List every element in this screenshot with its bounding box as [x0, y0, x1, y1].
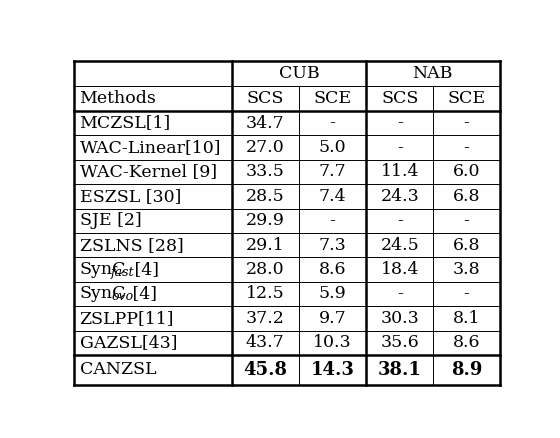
Text: 18.4: 18.4 — [380, 261, 419, 278]
Text: SCE: SCE — [447, 90, 486, 107]
Text: 10.3: 10.3 — [313, 334, 352, 351]
Text: 5.9: 5.9 — [319, 286, 347, 303]
Text: 12.5: 12.5 — [246, 286, 284, 303]
Text: 28.5: 28.5 — [246, 188, 284, 205]
Text: WAC-Kernel [9]: WAC-Kernel [9] — [80, 163, 217, 180]
Text: SJE [2]: SJE [2] — [80, 212, 141, 229]
Text: 24.5: 24.5 — [380, 237, 419, 254]
Text: 28.0: 28.0 — [246, 261, 284, 278]
Text: 9.7: 9.7 — [319, 310, 347, 327]
Text: 7.3: 7.3 — [319, 237, 347, 254]
Text: 7.4: 7.4 — [319, 188, 346, 205]
Text: 29.9: 29.9 — [246, 212, 284, 229]
Text: -: - — [397, 286, 403, 303]
Text: [4]: [4] — [127, 286, 157, 303]
Text: SCS: SCS — [381, 90, 418, 107]
Text: -: - — [397, 115, 403, 131]
Text: 45.8: 45.8 — [243, 361, 287, 379]
Text: SCE: SCE — [314, 90, 352, 107]
Text: 35.6: 35.6 — [380, 334, 419, 351]
Text: 14.3: 14.3 — [311, 361, 354, 379]
Text: 8.6: 8.6 — [452, 334, 480, 351]
Text: -: - — [464, 139, 469, 156]
Text: Methods: Methods — [80, 90, 156, 107]
Text: -: - — [464, 286, 469, 303]
Text: NAB: NAB — [413, 65, 453, 82]
Text: 6.8: 6.8 — [452, 188, 480, 205]
Text: ZSLPP[11]: ZSLPP[11] — [80, 310, 174, 327]
Text: -: - — [464, 212, 469, 229]
Text: MCZSL[1]: MCZSL[1] — [80, 115, 171, 131]
Text: 6.0: 6.0 — [452, 163, 480, 180]
Text: 3.8: 3.8 — [452, 261, 480, 278]
Text: fast: fast — [111, 266, 135, 279]
Text: 8.1: 8.1 — [452, 310, 480, 327]
Text: 33.5: 33.5 — [246, 163, 284, 180]
Text: 34.7: 34.7 — [246, 115, 284, 131]
Text: WAC-Linear[10]: WAC-Linear[10] — [80, 139, 221, 156]
Text: ovo: ovo — [111, 290, 133, 304]
Text: -: - — [330, 115, 335, 131]
Text: 6.8: 6.8 — [452, 237, 480, 254]
Text: -: - — [464, 115, 469, 131]
Text: 27.0: 27.0 — [246, 139, 284, 156]
Text: SynC: SynC — [80, 286, 126, 303]
Text: SynC: SynC — [80, 261, 126, 278]
Text: 37.2: 37.2 — [246, 310, 284, 327]
Text: [4]: [4] — [129, 261, 160, 278]
Text: 8.9: 8.9 — [451, 361, 482, 379]
Text: -: - — [397, 139, 403, 156]
Text: ESZSL [30]: ESZSL [30] — [80, 188, 181, 205]
Text: SCS: SCS — [246, 90, 284, 107]
Text: 43.7: 43.7 — [246, 334, 284, 351]
Text: -: - — [397, 212, 403, 229]
Text: CUB: CUB — [278, 65, 319, 82]
Text: 7.7: 7.7 — [319, 163, 347, 180]
Text: 38.1: 38.1 — [378, 361, 422, 379]
Text: 8.6: 8.6 — [319, 261, 346, 278]
Text: ZSLNS [28]: ZSLNS [28] — [80, 237, 183, 254]
Text: 5.0: 5.0 — [319, 139, 346, 156]
Text: GAZSL[43]: GAZSL[43] — [80, 334, 177, 351]
Text: 29.1: 29.1 — [246, 237, 284, 254]
Text: 30.3: 30.3 — [380, 310, 419, 327]
Text: 11.4: 11.4 — [380, 163, 419, 180]
Text: -: - — [330, 212, 335, 229]
Text: CANZSL: CANZSL — [80, 361, 156, 378]
Text: 24.3: 24.3 — [380, 188, 419, 205]
